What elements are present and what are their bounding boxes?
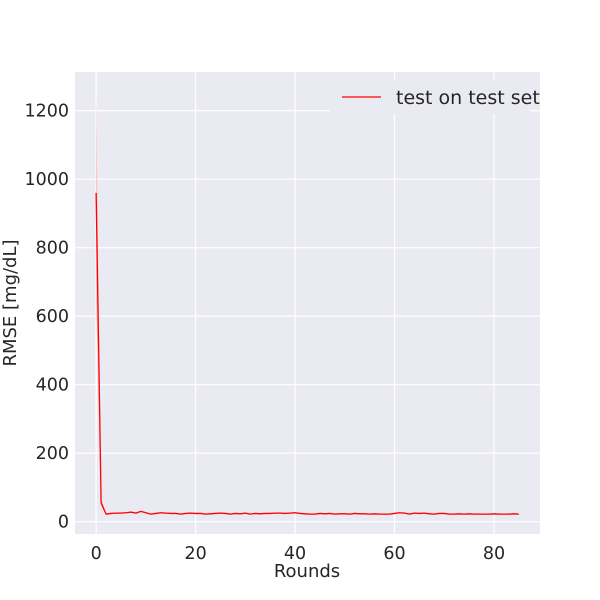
y-tick-label: 600 bbox=[36, 307, 69, 327]
y-tick-label: 800 bbox=[36, 239, 69, 259]
x-tick-label: 20 bbox=[184, 544, 206, 564]
y-tick-label: 0 bbox=[58, 513, 69, 533]
legend: test on test set bbox=[330, 80, 540, 114]
y-tick-label: 400 bbox=[36, 376, 69, 396]
x-axis-label: Rounds bbox=[274, 561, 340, 582]
series-line bbox=[95, 192, 519, 515]
plot-area bbox=[75, 72, 540, 534]
x-tick-label: 0 bbox=[91, 544, 102, 564]
x-tick-label: 80 bbox=[483, 544, 505, 564]
y-axis-label: RMSE [mg/dL] bbox=[0, 239, 21, 366]
y-tick-label: 200 bbox=[36, 444, 69, 464]
y-tick-label: 1000 bbox=[24, 170, 69, 190]
x-tick-label: 60 bbox=[383, 544, 405, 564]
y-tick-label: 1200 bbox=[24, 102, 69, 122]
series-lines bbox=[95, 192, 519, 515]
legend-label: test on test set bbox=[396, 87, 540, 109]
grid bbox=[75, 72, 540, 534]
x-tick-labels: 0 20 40 60 80 bbox=[91, 544, 506, 564]
x-tick-label: 40 bbox=[284, 544, 306, 564]
y-tick-labels: 0 200 400 600 800 1000 1200 bbox=[24, 102, 69, 533]
